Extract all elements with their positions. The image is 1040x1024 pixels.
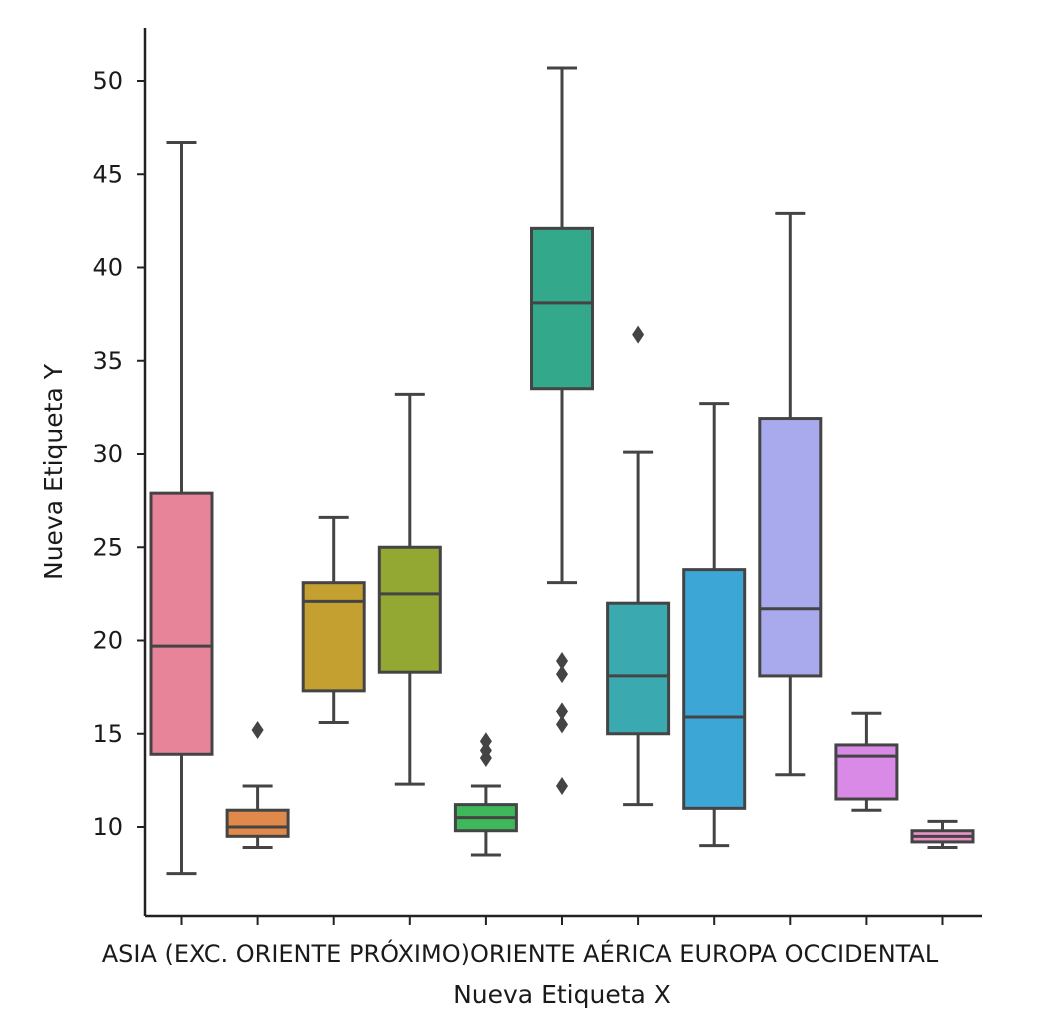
y-tick-label: 35 [92,347,123,375]
outlier-point [556,715,568,734]
box-iqr [834,743,899,801]
box-iqr [682,568,747,810]
x-axis-title: Nueva Etiqueta X [453,980,671,1009]
y-tick-label: 20 [92,627,123,655]
box-group-6 [530,66,594,795]
outlier-point [479,741,492,760]
box-group-9 [758,211,823,777]
box-iqr [606,601,671,736]
box-group-5 [453,732,518,857]
outlier-point [251,721,264,740]
y-tick-label: 45 [92,160,123,188]
outlier-point [479,732,492,751]
y-tick-label: 40 [92,254,123,282]
x-axis-ticks [180,916,944,925]
outlier-point [556,702,568,721]
plot-area [149,66,975,876]
box-iqr [377,545,442,674]
box-iqr [149,491,214,756]
box-iqr [225,808,290,838]
outlier-point [632,325,645,344]
box-group-4 [377,392,442,786]
outlier-point [556,776,568,795]
box-iqr [758,417,823,678]
box-group-10 [834,711,899,812]
outlier-point [556,665,568,684]
y-tick-label: 10 [92,813,123,841]
box-iqr [301,581,366,693]
y-axis-title: Nueva Etiqueta Y [39,363,68,580]
y-axis-ticks: 10 15 20 25 30 35 40 45 50 [92,67,145,841]
box-iqr [530,226,594,391]
y-tick-label: 50 [92,67,123,95]
y-tick-label: 30 [92,440,123,468]
box-group-8 [682,402,747,848]
box-group-7 [606,325,671,807]
box-group-11 [910,819,975,850]
box-group-3 [301,515,366,725]
y-tick-label: 25 [92,533,123,561]
x-tick-labels: ASIA (EXC. ORIENTE PRÓXIMO)ORIENTE AÉRIC… [102,938,939,968]
outlier-point [556,652,568,671]
box-group-2 [225,721,290,850]
box-group-1 [149,141,214,876]
y-tick-label: 15 [92,720,123,748]
